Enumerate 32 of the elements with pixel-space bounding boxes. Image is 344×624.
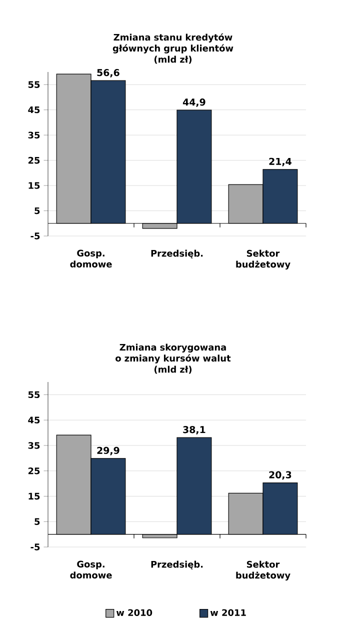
data-label: 44,9 (182, 98, 206, 107)
legend-label: w 2011 (210, 609, 246, 616)
chart-subtitle: (mld zł) (154, 56, 192, 64)
x-tick-label: Gosp. domowe (70, 250, 112, 268)
x-tick-label: Gosp. domowe (70, 560, 112, 579)
x-tick-label: Sektor budżetowy (236, 250, 290, 270)
data-label: 20,3 (269, 471, 292, 480)
y-tick-label: 55 (28, 81, 40, 88)
x-tick-label: Sektor budżetowy (236, 560, 290, 580)
y-tick-label: 35 (28, 442, 40, 449)
chart-title: Zmiana stanu kredytów głównych grup klientów (112, 33, 234, 54)
y-tick-label: 55 (28, 391, 40, 398)
y-tick-label: 15 (28, 182, 40, 189)
y-tick-label: 25 (28, 156, 40, 164)
y-tick-label: -5 (30, 544, 40, 550)
x-tick-label: Przedsięb. (151, 560, 203, 570)
y-tick-label: 5 (34, 207, 40, 214)
chart-subtitle: (mld zł) (154, 366, 192, 374)
y-tick-label: -5 (30, 232, 40, 240)
y-tick-label: 35 (28, 132, 40, 138)
y-tick-label: 45 (28, 416, 40, 424)
y-tick-label: 45 (28, 106, 40, 114)
legend-label: w 2010 (116, 609, 152, 616)
chart-title: Zmiana skorygowana o zmiany kursów walut (116, 344, 231, 364)
data-label: 21,4 (269, 158, 292, 166)
x-tick-label: Przedsięb. (151, 250, 203, 258)
data-label: 38,1 (183, 426, 206, 434)
y-tick-label: 25 (28, 467, 40, 474)
data-label: 56,6 (97, 69, 120, 78)
y-tick-label: 5 (34, 518, 40, 525)
y-tick-label: 15 (28, 492, 40, 500)
data-label: 29,9 (97, 446, 120, 456)
